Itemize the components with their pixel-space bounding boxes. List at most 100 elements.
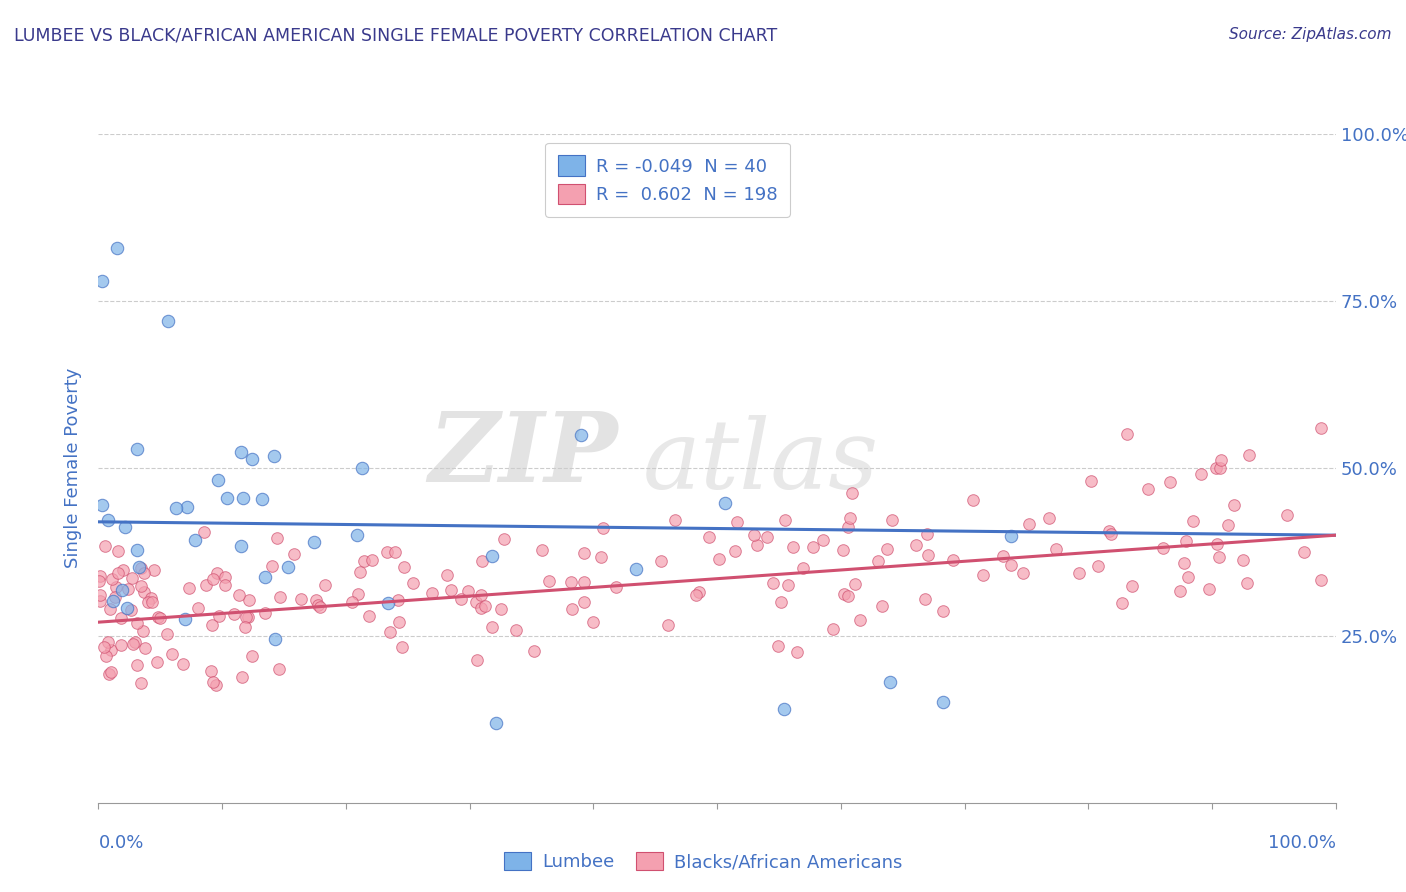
Point	[1012, 566, 1035, 581]
Point	[100, 643, 122, 657]
Point	[200, 664, 222, 678]
Point	[569, 427, 592, 442]
Point	[146, 655, 169, 669]
Point	[254, 606, 277, 620]
Point	[1206, 537, 1229, 551]
Point	[450, 591, 472, 606]
Point	[832, 542, 855, 557]
Point	[263, 449, 285, 463]
Point	[267, 662, 290, 676]
Point	[917, 549, 939, 563]
Point	[110, 611, 132, 625]
Point	[302, 535, 325, 549]
Point	[605, 580, 627, 594]
Point	[134, 641, 156, 656]
Point	[440, 582, 463, 597]
Point	[266, 532, 288, 546]
Point	[1098, 524, 1121, 538]
Point	[131, 624, 153, 639]
Point	[1205, 461, 1227, 475]
Point	[240, 451, 263, 466]
Point	[1236, 575, 1258, 590]
Point	[214, 570, 236, 584]
Point	[117, 582, 139, 597]
Point	[125, 616, 148, 631]
Point	[235, 610, 257, 624]
Point	[238, 593, 260, 607]
Point	[1173, 556, 1195, 570]
Point	[187, 600, 209, 615]
Point	[470, 588, 492, 602]
Point	[125, 543, 148, 558]
Point	[1116, 427, 1139, 442]
Point	[1209, 460, 1232, 475]
Point	[664, 513, 686, 527]
Point	[97, 635, 120, 649]
Point	[94, 648, 117, 663]
Point	[176, 500, 198, 514]
Point	[283, 547, 305, 561]
Point	[489, 602, 512, 616]
Point	[581, 615, 603, 629]
Point	[193, 524, 215, 539]
Point	[309, 600, 332, 615]
Point	[172, 657, 194, 672]
Point	[156, 626, 179, 640]
Point	[179, 581, 201, 595]
Point	[841, 485, 863, 500]
Point	[208, 609, 231, 624]
Text: Source: ZipAtlas.com: Source: ZipAtlas.com	[1229, 27, 1392, 42]
Text: ZIP: ZIP	[429, 408, 619, 502]
Point	[350, 461, 373, 475]
Point	[1177, 569, 1199, 583]
Point	[709, 552, 731, 566]
Point	[457, 584, 479, 599]
Point	[98, 601, 121, 615]
Point	[844, 576, 866, 591]
Point	[100, 572, 122, 586]
Text: 100.0%: 100.0%	[1268, 834, 1336, 852]
Point	[107, 544, 129, 558]
Point	[837, 520, 859, 534]
Point	[402, 575, 425, 590]
Point	[1121, 579, 1143, 593]
Point	[384, 545, 406, 559]
Point	[560, 575, 582, 590]
Point	[305, 592, 328, 607]
Point	[492, 532, 515, 546]
Point	[254, 570, 277, 584]
Point	[801, 540, 824, 554]
Point	[277, 559, 299, 574]
Point	[125, 657, 148, 672]
Point	[105, 241, 128, 255]
Point	[1182, 514, 1205, 528]
Point	[122, 637, 145, 651]
Point	[755, 530, 778, 544]
Point	[394, 560, 416, 574]
Point	[1168, 584, 1191, 599]
Point	[214, 578, 236, 592]
Legend: R = -0.049  N = 40, R =  0.602  N = 198: R = -0.049 N = 40, R = 0.602 N = 198	[546, 143, 790, 217]
Point	[87, 574, 110, 588]
Point	[104, 591, 127, 605]
Point	[165, 501, 187, 516]
Point	[537, 574, 560, 589]
Text: atlas: atlas	[643, 415, 879, 508]
Point	[91, 274, 114, 288]
Point	[233, 620, 256, 634]
Point	[776, 578, 799, 592]
Point	[201, 675, 224, 690]
Point	[1309, 573, 1331, 587]
Point	[347, 587, 370, 601]
Point	[184, 533, 207, 548]
Point	[474, 599, 496, 613]
Point	[1275, 508, 1298, 522]
Point	[314, 578, 336, 592]
Point	[876, 542, 898, 557]
Point	[262, 558, 284, 573]
Point	[207, 473, 229, 487]
Point	[465, 653, 488, 667]
Point	[1018, 517, 1040, 532]
Point	[228, 588, 250, 602]
Point	[962, 493, 984, 508]
